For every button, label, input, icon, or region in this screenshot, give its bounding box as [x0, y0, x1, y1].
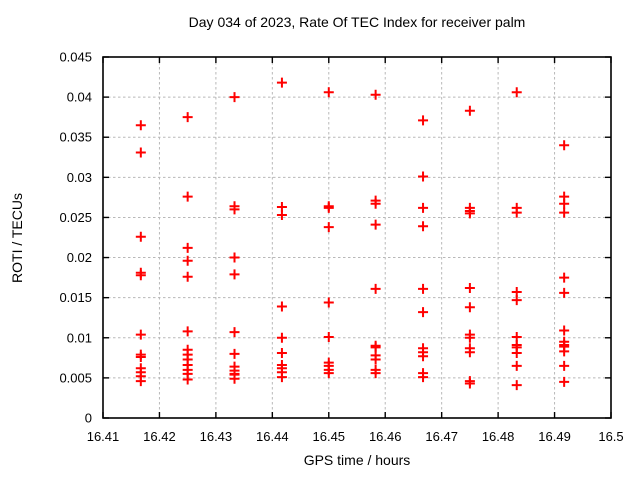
x-tick-label: 16.44 [256, 429, 289, 444]
data-point [182, 271, 193, 282]
x-tick-label: 16.47 [425, 429, 458, 444]
data-point [511, 295, 522, 306]
y-tick-label: 0.04 [67, 90, 92, 105]
x-axis-label: GPS time / hours [304, 452, 411, 468]
data-point [323, 202, 334, 213]
data-point [464, 105, 475, 116]
data-point [276, 372, 287, 383]
data-point [559, 272, 570, 283]
data-point [370, 219, 381, 230]
data-point [323, 222, 334, 233]
y-tick-label: 0.03 [67, 170, 92, 185]
data-point [276, 348, 287, 359]
data-point [182, 374, 193, 385]
y-tick-label: 0.025 [59, 210, 92, 225]
data-point [370, 283, 381, 294]
data-point [135, 329, 146, 340]
x-tick-label: 16.41 [87, 429, 120, 444]
data-point [182, 112, 193, 123]
y-tick-label: 0.015 [59, 290, 92, 305]
data-point [229, 252, 240, 263]
y-tick-label: 0.045 [59, 50, 92, 65]
data-point [559, 287, 570, 298]
data-point [370, 368, 381, 379]
data-point [511, 360, 522, 371]
data-point [323, 331, 334, 342]
data-point [559, 360, 570, 371]
data-point [418, 283, 429, 294]
data-point [276, 301, 287, 312]
data-point [418, 372, 429, 383]
data-point [135, 120, 146, 131]
data-point [229, 269, 240, 280]
data-point [182, 255, 193, 266]
y-tick-label: 0.02 [67, 250, 92, 265]
data-point [229, 204, 240, 215]
data-point [418, 221, 429, 232]
data-point [511, 380, 522, 391]
data-point [418, 351, 429, 362]
plot-area: 16.41 16.42 16.43 16.44 16.45 16.46 16.47 16.48… [59, 50, 623, 445]
data-point [370, 198, 381, 209]
y-tick-label: 0.035 [59, 130, 92, 145]
data-point [229, 92, 240, 103]
data-point [182, 326, 193, 337]
data-point [559, 207, 570, 218]
y-axis-label: ROTI / TECUs [9, 193, 25, 283]
data-point [370, 89, 381, 100]
data-point [464, 378, 475, 389]
data-point [229, 373, 240, 384]
data-point [323, 87, 334, 98]
data-point [276, 77, 287, 88]
data-point [135, 352, 146, 363]
data-point [135, 376, 146, 387]
data-point [229, 327, 240, 338]
data-point [559, 198, 570, 209]
y-tick-label: 0 [85, 411, 92, 426]
data-point [418, 307, 429, 318]
chart-title: Day 034 of 2023, Rate Of TEC Index for r… [189, 14, 526, 30]
data-point [323, 297, 334, 308]
data-point [464, 347, 475, 358]
data-point [559, 376, 570, 387]
data-point [511, 207, 522, 218]
data-point [182, 242, 193, 253]
data-point [559, 140, 570, 151]
x-tick-label: 16.43 [200, 429, 233, 444]
x-tick-label: 16.5 [598, 429, 623, 444]
data-point [559, 325, 570, 336]
data-point [135, 270, 146, 281]
data-point [182, 191, 193, 202]
data-point [559, 346, 570, 357]
data-point [323, 368, 334, 379]
data-point [135, 231, 146, 242]
data-point [418, 202, 429, 213]
y-tick-label: 0.005 [59, 370, 92, 385]
data-point [464, 302, 475, 313]
data-point [229, 348, 240, 359]
data-point [511, 87, 522, 98]
data-point [418, 171, 429, 182]
data-point [418, 115, 429, 126]
data-point [370, 354, 381, 365]
x-tick-label: 16.42 [143, 429, 176, 444]
data-point [464, 332, 475, 343]
x-tick-label: 16.48 [482, 429, 515, 444]
data-point [276, 332, 287, 343]
data-point [135, 147, 146, 158]
data-point [464, 283, 475, 294]
x-tick-label: 16.45 [313, 429, 346, 444]
data-point [511, 348, 522, 359]
plot-border [102, 56, 612, 419]
x-tick-label: 16.49 [538, 429, 571, 444]
x-tick-label: 16.46 [369, 429, 402, 444]
data-point [464, 208, 475, 219]
data-point [276, 210, 287, 221]
y-tick-label: 0.01 [67, 330, 92, 345]
